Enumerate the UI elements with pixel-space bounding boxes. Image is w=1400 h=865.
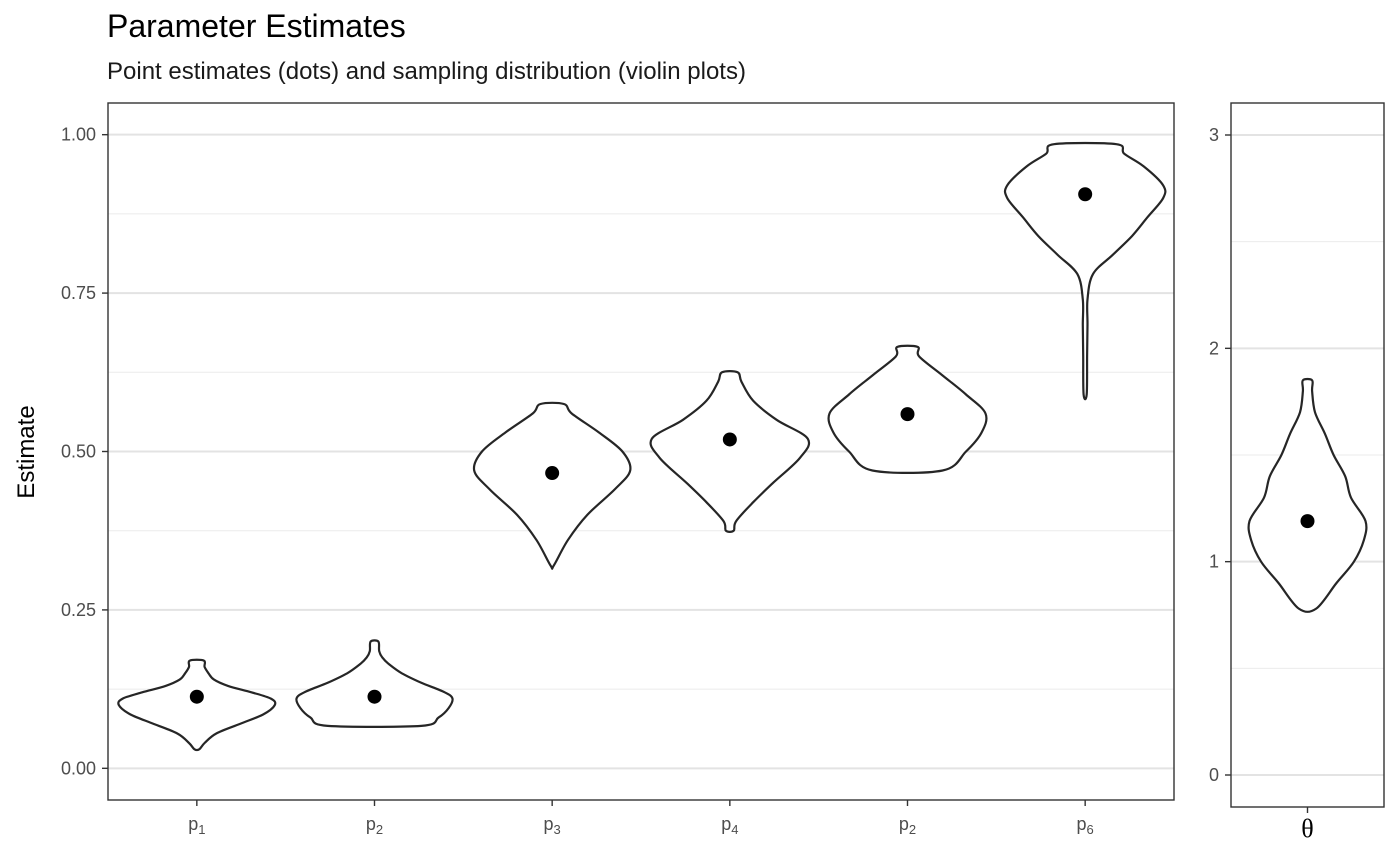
violin-p6: [1003, 141, 1167, 401]
y-tick-label: 0: [1209, 765, 1219, 785]
x-tick-label: p6: [1077, 814, 1094, 837]
violin-theta: [1247, 377, 1368, 613]
y-tick-label: 0.50: [61, 442, 96, 462]
point-estimate: [367, 689, 382, 704]
theta-panel: 0 1 2 3 θ: [1209, 102, 1385, 843]
point-estimate: [545, 466, 560, 481]
y-tick-label: 2: [1209, 338, 1219, 358]
point-estimate: [189, 689, 204, 704]
main-panel: 0.00 0.25 0.50 0.75 1.00 p1 p2 p3 p4 p2 p6: [61, 102, 1175, 837]
chart-subtitle: Point estimates (dots) and sampling dist…: [107, 58, 746, 85]
chart-title: Parameter Estimates: [107, 8, 406, 44]
violin-p3: [472, 401, 632, 570]
x-tick-label: p2: [899, 814, 916, 837]
violin-p4: [649, 370, 811, 533]
x-tick-label: p1: [188, 814, 205, 837]
point-estimate: [722, 432, 737, 447]
x-tick-label-theta: θ: [1301, 814, 1313, 843]
point-estimate: [1078, 187, 1093, 202]
violin-p1: [117, 658, 277, 752]
y-tick-label: 0.75: [61, 283, 96, 303]
y-tick-label: 1.00: [61, 125, 96, 145]
y-tick-label: 0.00: [61, 758, 96, 778]
point-estimate: [900, 407, 915, 422]
point-estimate: [1300, 514, 1315, 529]
y-tick-label: 3: [1209, 125, 1219, 145]
x-tick-label: p3: [544, 814, 561, 837]
y-axis-title: Estimate: [13, 405, 40, 498]
y-tick-label: 1: [1209, 552, 1219, 572]
x-tick-label: p4: [721, 814, 738, 837]
x-tick-label: p2: [366, 814, 383, 837]
violin-p2: [295, 639, 454, 728]
y-tick-label: 0.25: [61, 600, 96, 620]
